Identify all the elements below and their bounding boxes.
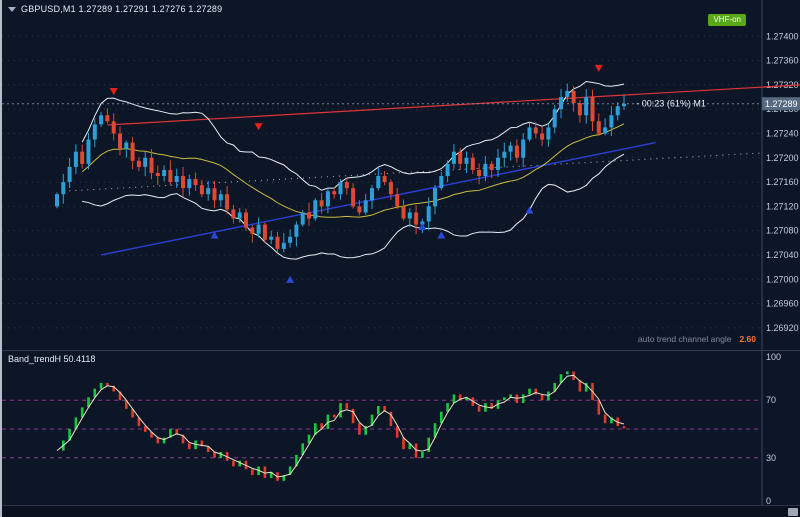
buy-arrow [286,275,295,283]
svg-text:1.27040: 1.27040 [766,250,799,260]
svg-text:1.27120: 1.27120 [766,201,799,211]
current-price-badge [762,97,800,111]
svg-text:1.27400: 1.27400 [766,31,799,41]
svg-text:100: 100 [766,352,781,362]
candle-countdown-label: - 00:23 (61%) M1 [636,99,706,109]
main-chart-panel: 1.274001.273601.273201.272801.272401.272… [2,0,800,350]
indicator-chart-canvas[interactable]: 100 70 30 0 [2,351,800,506]
sell-arrow [594,64,603,72]
price-scale[interactable] [762,0,800,350]
svg-text:0: 0 [766,496,771,506]
oscillator-signal-line [56,374,625,478]
svg-text:1.27360: 1.27360 [766,56,799,66]
buy-arrow [525,206,534,214]
svg-text:1.27240: 1.27240 [766,128,799,138]
vhf-toggle-button[interactable]: VHF-on [708,14,746,26]
dotted-trend-line [63,152,763,192]
price-grid: 1.274001.273601.273201.272801.272401.272… [2,31,799,333]
bollinger-upper-line [81,80,625,191]
chart-symbol-line: GBPUSD,M1 1.27289 1.27291 1.27276 1.2728… [8,4,222,14]
bollinger-lower-line [82,153,625,260]
moving-average-line [81,123,625,218]
indicator-scale[interactable] [762,351,800,506]
trend-line-blue[interactable] [100,141,656,256]
chart-symbol-ohlc: GBPUSD,M1 1.27289 1.27291 1.27276 1.2728… [21,4,223,14]
svg-text:1.27000: 1.27000 [766,274,799,284]
sell-arrow [109,87,118,95]
oscillator-bars [61,371,626,481]
indicator-label: Band_trendH 50.4118 [8,354,96,364]
svg-text:1.27080: 1.27080 [766,226,799,236]
auto-trend-value: 2.60 [739,334,756,344]
svg-text:1.26960: 1.26960 [766,299,799,309]
svg-text:1.27160: 1.27160 [766,177,799,187]
trend-line-red[interactable] [107,84,800,126]
window-resize-corner[interactable] [788,508,798,516]
svg-text:1.27200: 1.27200 [766,153,799,163]
buy-arrow [437,231,446,239]
svg-text:70: 70 [766,395,776,405]
auto-trend-angle-readout: auto trend channel angle 2.60 [638,334,756,344]
svg-text:1.26920: 1.26920 [766,323,799,333]
auto-trend-label: auto trend channel angle [637,334,732,344]
candles-layer [55,83,626,253]
svg-text:1.27289: 1.27289 [765,99,798,109]
sell-arrow [254,123,263,131]
main-chart-canvas[interactable]: 1.274001.273601.273201.272801.272401.272… [2,0,800,350]
buy-arrow [210,231,219,239]
svg-text:1.27320: 1.27320 [766,80,799,90]
buy-arrow [418,223,427,231]
indicator-panel: 100 70 30 0 Band_trendH 50.4118 [2,350,800,506]
symbol-dropdown-icon[interactable] [8,6,16,12]
horizontal-scrollbar[interactable] [2,505,800,517]
svg-text:30: 30 [766,453,776,463]
